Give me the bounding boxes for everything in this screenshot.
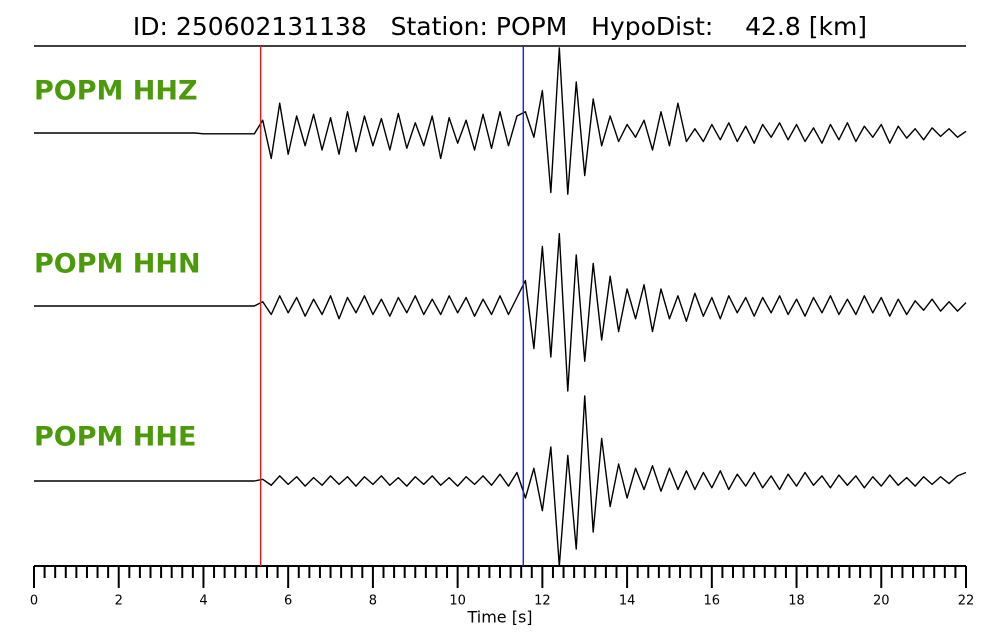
- trace-label: POPM HHZ: [34, 76, 198, 107]
- x-tick-label: 14: [619, 594, 636, 609]
- x-tick-label: 10: [449, 594, 466, 609]
- x-tick-label: 16: [704, 594, 721, 609]
- x-tick-label: 0: [30, 594, 38, 609]
- x-tick-label: 6: [284, 594, 292, 609]
- waveform: [34, 233, 967, 392]
- x-axis-label: Time [s]: [466, 608, 532, 627]
- trace-label: POPM HHN: [34, 249, 201, 280]
- chart-title: ID: 250602131138 Station: POPM HypoDist:…: [133, 12, 867, 41]
- x-tick-label: 2: [115, 594, 123, 609]
- x-tick-label: 22: [958, 594, 975, 609]
- trace-label: POPM HHE: [34, 422, 196, 453]
- x-tick-label: 12: [534, 594, 551, 609]
- x-tick-label: 18: [788, 594, 805, 609]
- waveform: [34, 395, 967, 567]
- x-tick-label: 8: [369, 594, 377, 609]
- x-tick-label: 4: [199, 594, 207, 609]
- waveform: [34, 47, 967, 195]
- x-tick-label: 20: [873, 594, 890, 609]
